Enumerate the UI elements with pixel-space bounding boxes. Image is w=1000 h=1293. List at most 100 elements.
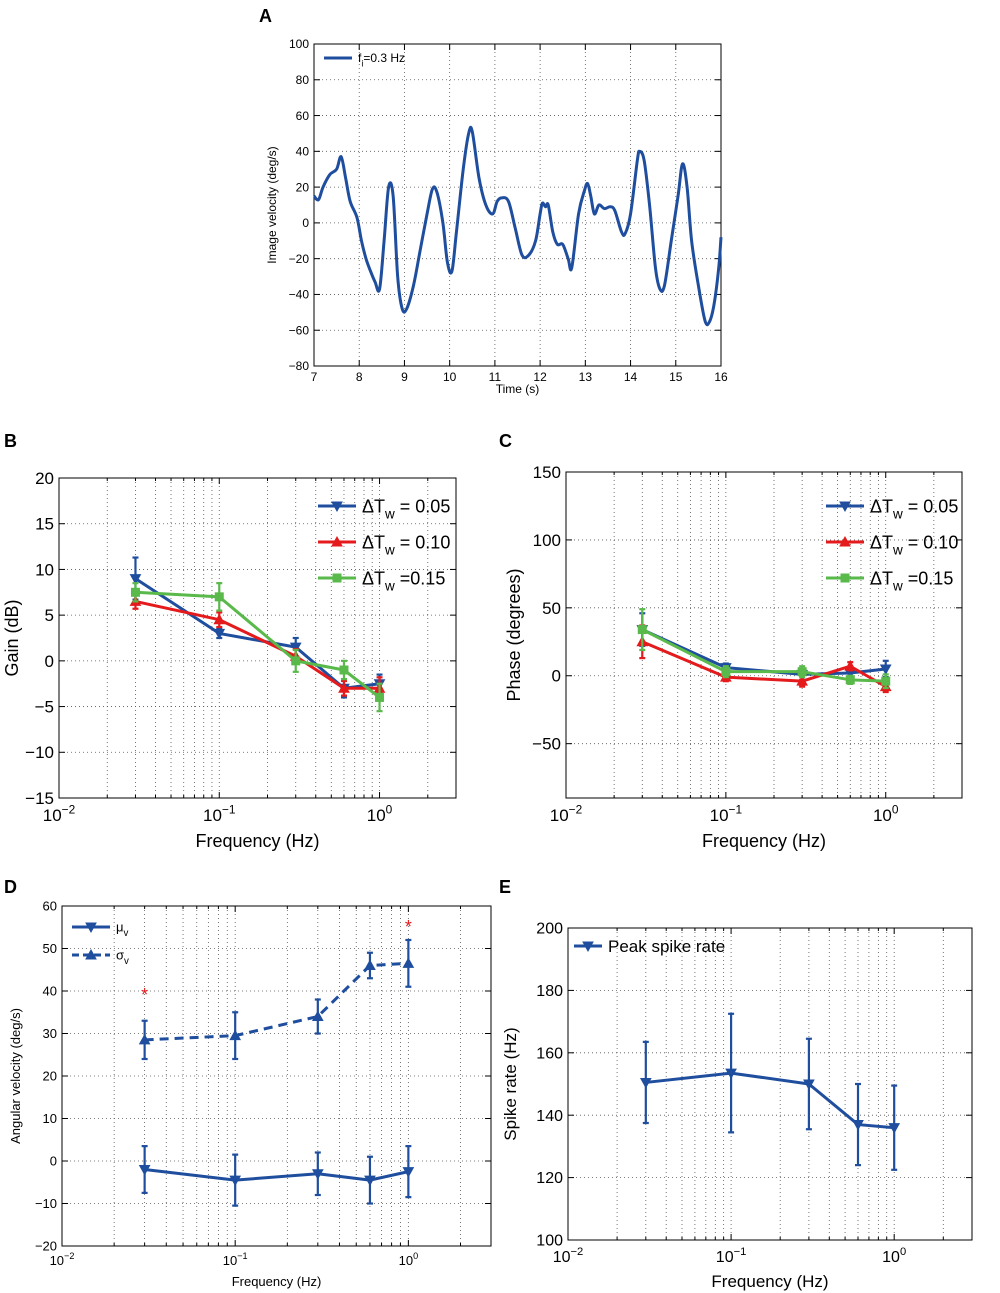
panel-a-y-tick-label: 20 [296, 180, 310, 194]
panel-d-series-1-point [402, 957, 415, 968]
panel-e-series-0-point [888, 1123, 901, 1134]
panel-b-axes-box [58, 477, 457, 799]
panel-a-x-tick-label: 15 [669, 370, 683, 384]
panel-b-legend-label: ΔTw =0.15 [362, 568, 445, 593]
panel-d-series-1-line [144, 961, 409, 1042]
panel-b-x-tick-label: 10−1 [203, 802, 236, 825]
panel-a-y-tick-label: −20 [289, 252, 310, 266]
panel-c-axes-box [565, 471, 963, 799]
panel-e-legend-label: Peak spike rate [608, 937, 725, 956]
panel-d-series-0-point [311, 1169, 324, 1180]
panel-c-x-tick-label: 10−1 [710, 802, 743, 825]
panel-c-series-0-point [879, 664, 892, 675]
panel-d-y-axis-label: Angular velocity (deg/s) [8, 1008, 23, 1144]
panel-e-series-0-point [725, 1068, 737, 1080]
panel-a-legend-label: fi=0.3 Hz [358, 51, 405, 68]
panel-d-series-1-point [311, 1010, 324, 1021]
panel-d-legend-marker [85, 948, 97, 960]
panel-letter-b: B [4, 431, 17, 451]
panel-letter-d: D [4, 877, 17, 897]
panel-a-y-axis-label: Image velocity (deg/s) [265, 146, 279, 263]
panel-a-x-tick-label: 12 [533, 370, 547, 384]
panel-a-y-tick-label: 0 [302, 216, 309, 230]
panel-c-y-tick-label: −50 [532, 735, 561, 754]
panel-e-legend-marker [582, 941, 594, 953]
panel-d-legend-label: σv [116, 948, 129, 968]
panel-e-y-axis-label: Spike rate (Hz) [501, 1027, 520, 1140]
panel-b-series-1-point [338, 682, 350, 693]
panel-a-x-tick-label: 10 [443, 370, 457, 384]
panel-c-series-2-point [721, 667, 731, 677]
panel-c-legend-marker [839, 501, 851, 513]
panel-c-x-tick-label: 10−2 [550, 802, 583, 825]
panel-d-x-tick-label: 100 [399, 1251, 419, 1268]
panel-c-legend-label: ΔTw = 0.05 [870, 496, 958, 521]
panel-a-y-tick-label: 40 [296, 145, 310, 159]
panel-letter-a: A [259, 6, 272, 26]
panel-a-y-tick-label: 80 [296, 73, 310, 87]
panel-d-legend-label: μv [116, 920, 129, 940]
panel-b-y-tick-label: −10 [25, 743, 54, 762]
panel-d-x-axis-label: Frequency (Hz) [232, 1274, 322, 1289]
panel-c-series-2-point [845, 675, 855, 685]
panel-b-y-tick-label: −5 [35, 698, 54, 717]
panel-d-y-tick-label: 60 [43, 899, 57, 914]
panel-letter-c: C [499, 431, 512, 451]
panel-a-y-tick-label: −40 [289, 288, 310, 302]
panel-a-y-tick-label: −80 [289, 359, 310, 373]
panel-e-y-tick-label: 200 [536, 921, 563, 938]
panel-d-y-tick-label: 30 [43, 1026, 57, 1041]
panel-a-y-tick-label: 60 [296, 109, 310, 123]
panel-a-x-tick-label: 13 [579, 370, 593, 384]
panel-e-y-tick-label: 180 [536, 983, 563, 1000]
panel-a-x-tick-label: 14 [624, 370, 638, 384]
panel-b-series-2-point [375, 692, 385, 702]
panel-e-series-0-point [803, 1079, 815, 1091]
panel-e-y-tick-label: 140 [536, 1108, 563, 1125]
panel-d-series-1-point [364, 959, 376, 970]
panel-e-y-tick-label: 120 [536, 1170, 563, 1187]
panel-e-x-axis-label: Frequency (Hz) [711, 1272, 828, 1291]
panel-b-series-0-point [129, 574, 142, 585]
panel-d-y-tick-label: 20 [43, 1069, 57, 1084]
panel-d-series-1-point [138, 1033, 151, 1045]
panel-b-legend-marker [331, 535, 343, 547]
panel-letter-e: E [499, 877, 511, 897]
panel-b-legend-marker [331, 501, 343, 513]
panel-b-series-2-point [130, 587, 140, 597]
panel-c-series-1-point [796, 675, 808, 686]
panel-e-y-tick-label: 160 [536, 1045, 563, 1062]
panel-a-series-line [312, 125, 723, 327]
panel-b-y-tick-label: 20 [35, 469, 54, 488]
panel-c-legend-label: ΔTw = 0.10 [870, 532, 958, 557]
panel-a-x-tick-label: 9 [401, 370, 408, 384]
panel-c-y-tick-label: 0 [552, 667, 561, 686]
panel-b-series-0-point [213, 628, 226, 640]
panel-c-x-axis-label: Frequency (Hz) [702, 831, 826, 851]
panel-c-x-tick-label: 100 [873, 802, 899, 825]
panel-d-series-0-point [229, 1175, 242, 1187]
panel-e-series-0-point [852, 1120, 864, 1131]
panel-d-y-tick-label: −10 [35, 1196, 57, 1211]
panel-a-axes-box [313, 43, 722, 367]
panel-e-y-tick-label: 100 [536, 1233, 563, 1250]
panel-b-y-tick-label: 15 [35, 515, 54, 534]
panel-d-legend-marker [85, 922, 97, 934]
panel-b-series-2-point [339, 665, 349, 675]
panel-e-series-0-point [639, 1077, 652, 1089]
panel-b-legend-label: ΔTw = 0.10 [362, 532, 450, 557]
panel-e-x-tick-label: 100 [882, 1246, 906, 1266]
panel-d-series-0-point [364, 1175, 376, 1187]
panel-c-y-axis-label: Phase (degrees) [504, 568, 524, 701]
panel-c-series-2-point [637, 625, 647, 635]
panel-b-y-tick-label: 0 [45, 652, 54, 671]
panel-c-y-tick-label: 100 [533, 531, 561, 550]
panel-d-significance-star: * [141, 985, 148, 1005]
panel-d-significance-star: * [405, 917, 412, 937]
panel-d-y-tick-label: 50 [43, 941, 57, 956]
panel-a-x-tick-label: 8 [356, 370, 363, 384]
panel-b-y-axis-label: Gain (dB) [2, 599, 22, 676]
panel-c-series-2-point [881, 676, 891, 686]
panel-c-legend-marker [839, 535, 851, 547]
